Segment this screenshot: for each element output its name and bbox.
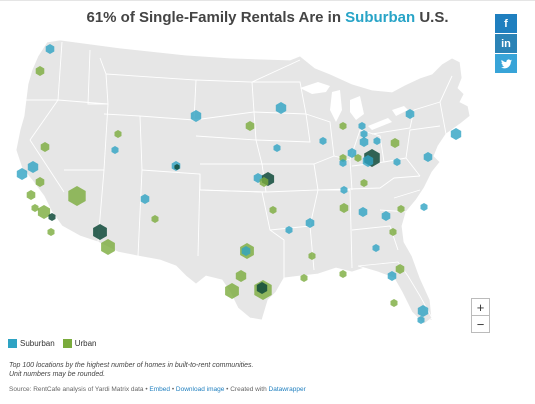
suburban-location-marker[interactable]: [275, 102, 287, 114]
urban-location-marker[interactable]: [339, 270, 347, 278]
suburban-location-marker[interactable]: [339, 159, 347, 167]
facebook-icon: f: [504, 17, 508, 30]
legend-swatch-urban: [62, 339, 72, 348]
urban-location-marker[interactable]: [101, 239, 115, 255]
suburban-location-marker[interactable]: [417, 316, 425, 324]
download-image-link[interactable]: Download image: [175, 386, 225, 393]
urban-location-marker[interactable]: [360, 179, 368, 187]
suburban-location-marker[interactable]: [319, 137, 327, 145]
facebook-share-button[interactable]: f: [495, 14, 517, 33]
legend-label-urban: Urban: [74, 339, 97, 348]
map-markers: [16, 44, 462, 324]
urban-location-marker[interactable]: [395, 264, 405, 274]
urban-location-marker[interactable]: [389, 228, 397, 236]
suburban-location-marker[interactable]: [45, 44, 55, 54]
urban-location-marker[interactable]: [397, 205, 405, 213]
datawrapper-link[interactable]: Datawrapper: [268, 386, 306, 393]
suburban-location-marker[interactable]: [340, 186, 348, 194]
suburban-location-marker[interactable]: [241, 246, 251, 256]
twitter-share-button[interactable]: [495, 54, 517, 73]
great-lakes: [300, 82, 408, 130]
urban-location-marker[interactable]: [308, 252, 316, 260]
suburban-location-marker[interactable]: [190, 110, 202, 122]
urban-location-marker[interactable]: [26, 190, 36, 200]
source-line: Source: RentCafe analysis of Yardi Matri…: [9, 386, 306, 393]
urban-location-marker[interactable]: [339, 203, 349, 213]
footnote: Top 100 locations by the highest number …: [9, 361, 253, 379]
suburban-location-marker[interactable]: [450, 128, 462, 140]
title-highlight: Suburban: [345, 9, 416, 26]
suburban-location-marker[interactable]: [387, 271, 397, 281]
urban-location-marker[interactable]: [225, 283, 239, 299]
suburban-location-marker[interactable]: [362, 155, 374, 167]
urban-location-marker[interactable]: [300, 274, 308, 282]
suburban-location-marker[interactable]: [347, 148, 357, 158]
suburban-location-marker[interactable]: [256, 282, 268, 294]
zoom-in-button[interactable]: +: [476, 299, 485, 315]
zoom-control: + −: [471, 298, 490, 333]
urban-location-marker[interactable]: [35, 177, 45, 187]
urban-location-marker[interactable]: [339, 122, 347, 130]
source-text: Source: RentCafe analysis of Yardi Matri…: [9, 386, 150, 393]
suburban-location-marker[interactable]: [140, 194, 150, 204]
urban-location-marker[interactable]: [68, 186, 86, 206]
suburban-location-marker[interactable]: [405, 109, 415, 119]
urban-location-marker[interactable]: [390, 299, 398, 307]
urban-location-marker[interactable]: [40, 142, 50, 152]
us-map: [15, 39, 471, 325]
suburban-location-marker[interactable]: [174, 164, 180, 170]
suburban-location-marker[interactable]: [358, 207, 368, 217]
suburban-location-marker[interactable]: [358, 122, 366, 130]
suburban-location-marker[interactable]: [359, 137, 369, 147]
urban-location-marker[interactable]: [354, 154, 362, 162]
suburban-location-marker[interactable]: [360, 130, 368, 138]
urban-location-marker[interactable]: [235, 270, 247, 282]
urban-location-marker[interactable]: [245, 121, 255, 131]
legend-swatch-suburban: [8, 339, 17, 348]
us-land: [15, 39, 471, 325]
suburban-location-marker[interactable]: [423, 152, 433, 162]
share-bar: f in: [495, 14, 517, 74]
urban-location-marker[interactable]: [35, 66, 45, 76]
suburban-location-marker[interactable]: [111, 146, 119, 154]
legend-item-suburban: Suburban: [8, 339, 55, 348]
suburban-location-marker[interactable]: [285, 226, 293, 234]
footnote-line-1: Top 100 locations by the highest number …: [9, 362, 254, 369]
suburban-location-marker[interactable]: [93, 224, 107, 240]
suburban-location-marker[interactable]: [420, 203, 428, 211]
suburban-location-marker[interactable]: [48, 213, 56, 221]
legend-label-suburban: Suburban: [20, 339, 55, 348]
twitter-icon: [500, 58, 512, 68]
source-sep-1: •: [170, 386, 176, 393]
suburban-location-marker[interactable]: [273, 144, 281, 152]
title-prefix: 61% of Single-Family Rentals Are in: [86, 9, 346, 26]
urban-location-marker[interactable]: [259, 177, 269, 187]
suburban-location-marker[interactable]: [373, 137, 381, 145]
source-sep-2: • Created with: [224, 386, 269, 393]
urban-location-marker[interactable]: [151, 215, 159, 223]
urban-location-marker[interactable]: [390, 138, 400, 148]
suburban-location-marker[interactable]: [16, 168, 28, 180]
title-suffix: U.S.: [415, 9, 449, 26]
legend-item-urban: Urban: [62, 339, 97, 348]
suburban-location-marker[interactable]: [417, 305, 429, 317]
footnote-line-2: Unit numbers may be rounded.: [9, 371, 106, 378]
page-title: 61% of Single-Family Rentals Are in Subu…: [0, 9, 535, 26]
suburban-location-marker[interactable]: [381, 211, 391, 221]
embed-link[interactable]: Embed: [149, 386, 171, 393]
urban-location-marker[interactable]: [31, 204, 39, 212]
urban-location-marker[interactable]: [114, 130, 122, 138]
linkedin-share-button[interactable]: in: [495, 34, 517, 53]
linkedin-icon: in: [501, 37, 511, 50]
top-divider: [0, 0, 535, 1]
urban-location-marker[interactable]: [47, 228, 55, 236]
urban-location-marker[interactable]: [37, 205, 51, 219]
legend: Suburban Urban: [8, 339, 101, 348]
suburban-location-marker[interactable]: [305, 218, 315, 228]
urban-location-marker[interactable]: [269, 206, 277, 214]
suburban-location-marker[interactable]: [27, 161, 39, 173]
suburban-location-marker[interactable]: [372, 244, 380, 252]
zoom-out-button[interactable]: −: [472, 315, 489, 332]
suburban-location-marker[interactable]: [393, 158, 401, 166]
